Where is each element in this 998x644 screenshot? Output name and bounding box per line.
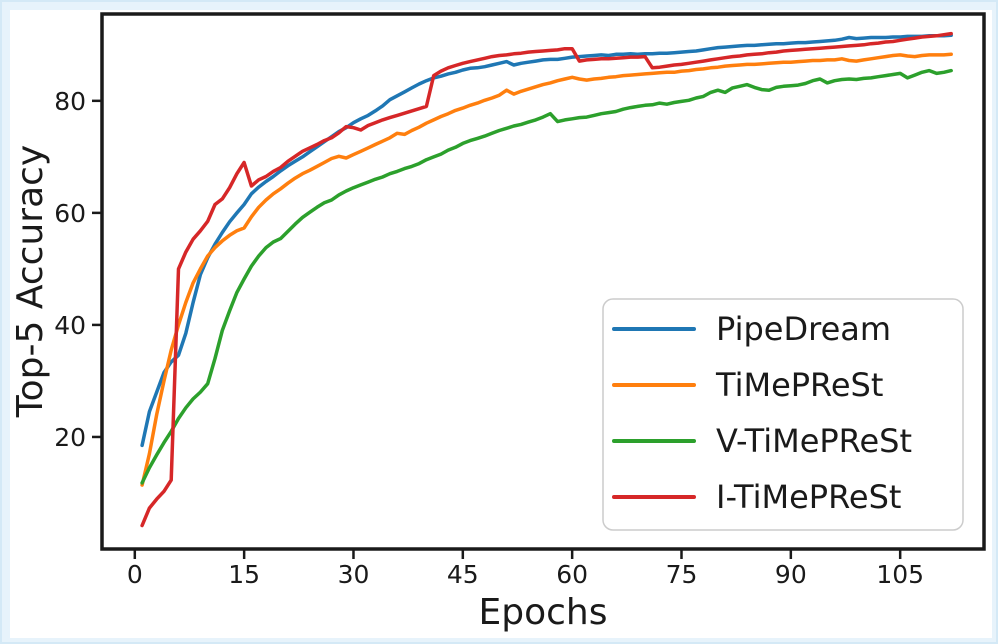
x-tick-label: 60	[556, 560, 588, 589]
legend-item: I-TiMePReSt	[612, 478, 901, 516]
y-tick-label: 60	[54, 199, 86, 228]
y-tick-label: 80	[54, 87, 86, 116]
legend-label-i-timeprest: I-TiMePReSt	[716, 478, 901, 516]
x-tick-label: 90	[775, 560, 807, 589]
legend-label-timeprest: TiMePReSt	[715, 366, 883, 404]
x-tick-label: 0	[127, 560, 143, 589]
legend: PipeDream TiMePReSt V-TiMePReSt I-TiMePReSt	[602, 298, 964, 531]
y-tick-label: 20	[54, 423, 86, 452]
y-axis-label: Top-5 Accuracy	[10, 145, 51, 418]
x-tick-label: 30	[338, 560, 370, 589]
legend-box	[602, 298, 964, 531]
legend-item: TiMePReSt	[612, 366, 883, 404]
x-tick-label: 15	[228, 560, 260, 589]
plot-frame	[100, 12, 986, 551]
x-tick-label: 45	[447, 560, 479, 589]
series-line-v-timeprest	[140, 68, 953, 485]
x-tick-label: 75	[666, 560, 698, 589]
x-axis-label: Epochs	[479, 592, 608, 633]
legend-label-v-timeprest: V-TiMePReSt	[716, 422, 912, 460]
y-tick-label: 40	[54, 311, 86, 340]
legend-item: V-TiMePReSt	[612, 422, 912, 460]
x-tick-label: 105	[876, 560, 924, 589]
series-line-pipedream	[140, 33, 953, 448]
series-line-timeprest	[140, 52, 953, 487]
legend-item: PipeDream	[612, 310, 891, 348]
series-line-i-timeprest	[140, 31, 953, 528]
legend-label-pipedream: PipeDream	[716, 310, 891, 348]
